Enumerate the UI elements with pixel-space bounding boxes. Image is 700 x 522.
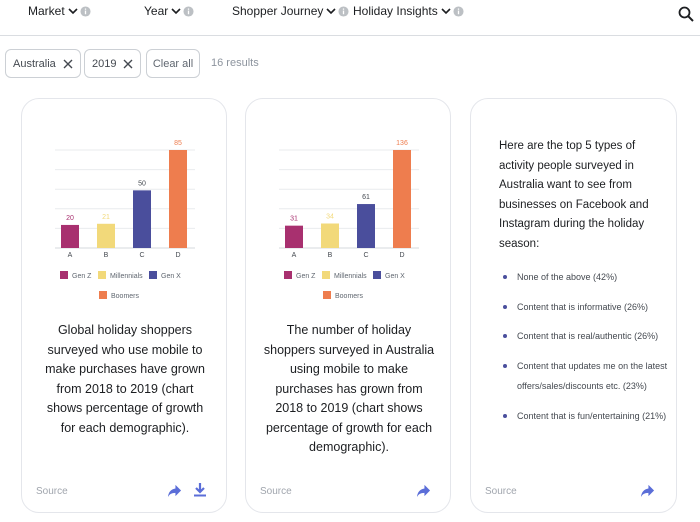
chart-bar[interactable] [357, 204, 375, 248]
source-link[interactable]: Source [485, 486, 517, 497]
filter-chip-year: 2019 [84, 49, 142, 78]
chart-bar[interactable] [169, 150, 187, 248]
source-link[interactable]: Source [260, 486, 292, 497]
list-item: Content that updates me on the latest of… [495, 356, 675, 397]
bullet [503, 334, 507, 338]
legend-label: Gen X [385, 273, 405, 280]
card-description: Global holiday shoppers surveyed who use… [45, 323, 205, 435]
list-item: Content that is informative (26%) [495, 297, 675, 318]
card-intro: Here are the top 5 types of activity peo… [499, 140, 649, 250]
info-icon[interactable] [453, 5, 464, 17]
list-item-text: Content that is real/authentic (26%) [517, 331, 659, 341]
category-label: A [292, 252, 297, 259]
chevron-down-icon [326, 8, 336, 15]
legend-label: Millennials [334, 273, 367, 280]
shopper-journey-filter[interactable]: Shopper Journey [232, 3, 349, 19]
share-icon[interactable] [416, 483, 431, 498]
source-link[interactable]: Source [36, 486, 68, 497]
chart-bar[interactable] [321, 223, 339, 249]
shopper-journey-filter-label: Shopper Journey [232, 4, 324, 18]
year-filter-label: Year [144, 4, 169, 18]
bullet [503, 304, 507, 309]
data-label: 34 [326, 214, 334, 221]
bar-chart: 20 A 21 B 50 C 85 D Gen Z Millennials Gen X Boomers [55, 140, 195, 300]
list-item: Content that is real/authentic (26%) [495, 326, 675, 347]
filter-chip-market: Australia [5, 49, 81, 78]
legend-swatch [373, 271, 381, 279]
category-label: D [175, 252, 180, 259]
category-label: B [104, 252, 109, 259]
category-label: C [139, 252, 144, 259]
legend-swatch [98, 271, 106, 279]
chip-label: 2019 [92, 57, 117, 70]
list-item-text: Content that is fun/entertaining (21%) [517, 410, 667, 421]
filter-bar: Market Year Shopper Journey Holiday Insi… [0, 0, 700, 36]
info-icon[interactable] [338, 5, 349, 17]
list-item: Content that is fun/entertaining (21%) [495, 406, 675, 427]
insight-card[interactable]: 20 A 21 B 50 C 85 D Gen Z Millennials Gen X Boomers… [21, 98, 227, 513]
category-label: D [399, 252, 404, 259]
legend-label: Millennials [110, 273, 143, 280]
chart-bar[interactable] [133, 190, 151, 248]
chart-bar[interactable] [393, 150, 411, 248]
download-icon[interactable] [193, 482, 207, 497]
category-label: C [363, 252, 368, 259]
category-label: B [328, 252, 333, 259]
share-icon[interactable] [640, 483, 655, 498]
legend-label: Gen Z [296, 273, 316, 280]
data-label: 21 [102, 214, 110, 221]
legend-swatch [323, 291, 331, 299]
year-filter[interactable]: Year [144, 3, 194, 19]
chevron-down-icon [441, 8, 451, 15]
activity-list: None of the above (42%) Content that is … [495, 267, 675, 435]
chevron-down-icon [68, 8, 78, 15]
chart-bar[interactable] [285, 225, 303, 248]
close-icon[interactable] [123, 59, 133, 69]
data-label: 136 [396, 140, 408, 147]
data-label: 50 [138, 180, 146, 187]
list-item-text: None of the above (42%) [517, 272, 618, 282]
list-item: None of the above (42%) [495, 267, 675, 288]
list-item-text: Content that is informative (26%) [517, 301, 649, 312]
data-label: 61 [362, 194, 370, 201]
card-description: The number of holiday shoppers surveyed … [263, 323, 435, 454]
holiday-insights-filter[interactable]: Holiday Insights [353, 3, 464, 19]
data-label: 85 [174, 140, 182, 147]
chip-label: Australia [13, 57, 56, 70]
info-icon[interactable] [183, 5, 194, 17]
legend-swatch [284, 271, 292, 279]
legend-swatch [99, 291, 107, 299]
data-label: 20 [66, 215, 74, 222]
legend-label: Gen Z [72, 273, 92, 280]
results-count: 16 results [211, 57, 259, 69]
share-icon[interactable] [167, 483, 182, 498]
info-icon[interactable] [80, 5, 91, 17]
chevron-down-icon [171, 8, 181, 15]
search-icon[interactable] [678, 6, 694, 22]
legend-swatch [149, 271, 157, 279]
chart-bar[interactable] [97, 223, 115, 248]
legend-label: Boomers [335, 293, 364, 300]
clear-all-button[interactable]: Clear all [146, 49, 200, 78]
close-icon[interactable] [63, 59, 73, 69]
insight-card[interactable]: Here are the top 5 types of activity peo… [470, 98, 677, 513]
market-filter-label: Market [28, 4, 65, 18]
holiday-insights-filter-label: Holiday Insights [353, 4, 438, 18]
bullet [503, 363, 507, 368]
bullet [503, 413, 507, 418]
list-item-text: Content that updates me on the latest of… [517, 360, 668, 392]
bar-chart: 31 A 34 B 61 C 136 D Gen Z Millennials Gen X Boomer… [279, 140, 419, 300]
legend-label: Gen X [161, 273, 181, 280]
legend-label: Boomers [111, 293, 140, 300]
insight-card[interactable]: 31 A 34 B 61 C 136 D Gen Z Millennials Gen X Boomer… [245, 98, 451, 513]
bullet [503, 275, 507, 279]
market-filter[interactable]: Market [28, 3, 91, 19]
category-label: A [68, 252, 73, 259]
legend-swatch [322, 271, 330, 279]
chart-bar[interactable] [61, 224, 79, 248]
legend-swatch [60, 271, 68, 279]
data-label: 31 [290, 216, 298, 223]
